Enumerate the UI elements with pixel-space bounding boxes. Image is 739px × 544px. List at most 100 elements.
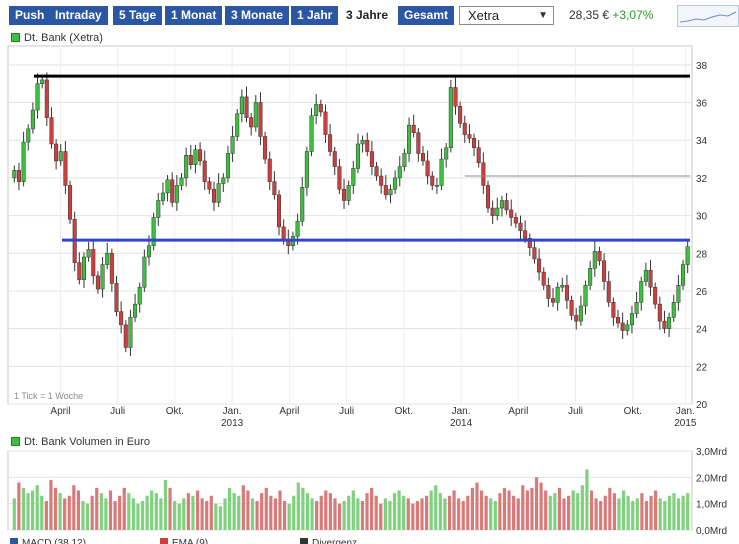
candle-body-up bbox=[634, 302, 639, 314]
candle bbox=[578, 295, 583, 326]
indicator-legend-label: MACD (38,12) bbox=[22, 538, 86, 544]
candle-body-down bbox=[337, 166, 342, 190]
candle bbox=[490, 200, 495, 225]
range-total-button[interactable]: Gesamt bbox=[398, 6, 455, 25]
exchange-select[interactable]: Xetra ▼ bbox=[459, 6, 554, 25]
volume-y-tick-label: 3,0Mrd bbox=[696, 447, 727, 458]
candle-body-up bbox=[179, 177, 184, 186]
candle bbox=[100, 257, 105, 298]
volume-bar bbox=[397, 490, 401, 530]
volume-bar bbox=[195, 490, 200, 530]
candle-body-up bbox=[667, 317, 672, 329]
volume-bar bbox=[154, 493, 158, 530]
candle bbox=[351, 160, 356, 194]
legend-swatch bbox=[11, 33, 20, 42]
candle-body-down bbox=[620, 322, 625, 331]
x-year-label: 2014 bbox=[450, 418, 473, 429]
candle bbox=[300, 176, 305, 226]
candle-body-down bbox=[467, 134, 472, 139]
candle bbox=[309, 108, 314, 157]
candle bbox=[467, 124, 472, 144]
volume-bar bbox=[255, 501, 259, 530]
volume-bar bbox=[667, 495, 671, 530]
candle-body-up bbox=[676, 285, 681, 303]
volume-bar bbox=[466, 495, 470, 530]
candle bbox=[30, 102, 35, 134]
volume-bar bbox=[182, 498, 186, 530]
candle bbox=[328, 124, 333, 157]
volume-bar bbox=[58, 493, 62, 530]
volume-bar bbox=[686, 493, 690, 530]
candle-body-down bbox=[481, 162, 486, 186]
candle-body-up bbox=[346, 185, 351, 201]
candle-body-down bbox=[546, 285, 551, 299]
volume-bar bbox=[672, 493, 676, 530]
x-tick-label: Okt. bbox=[166, 406, 184, 417]
candle bbox=[662, 310, 667, 334]
candle bbox=[346, 180, 351, 206]
price-y-tick-label: 30 bbox=[696, 212, 708, 223]
candle-body-down bbox=[170, 179, 175, 203]
candle-body-up bbox=[142, 256, 147, 288]
range-3-months-button[interactable]: 3 Monate bbox=[225, 6, 290, 25]
price-display: 28,35 € +3,07% bbox=[569, 8, 653, 22]
volume-bar bbox=[72, 485, 76, 530]
candle bbox=[369, 141, 374, 176]
x-tick-label: Jan. bbox=[676, 406, 695, 417]
range-3-years-button[interactable]: 3 Jahre bbox=[346, 8, 389, 22]
volume-bar bbox=[411, 503, 415, 530]
sparkline-thumbnail[interactable] bbox=[677, 5, 739, 27]
volume-bar bbox=[12, 498, 16, 530]
range-intraday-button[interactable]: Intraday bbox=[49, 6, 108, 25]
range-1-month-button[interactable]: 1 Monat bbox=[165, 6, 223, 25]
chevron-down-icon: ▼ bbox=[538, 10, 548, 21]
volume-y-tick-label: 2,0Mrd bbox=[696, 473, 727, 484]
candle bbox=[239, 89, 244, 123]
candle-body-down bbox=[188, 155, 193, 165]
candle bbox=[49, 107, 54, 149]
candle-body-down bbox=[416, 132, 421, 154]
range-push-button[interactable]: Push bbox=[9, 6, 51, 25]
volume-bar bbox=[544, 490, 548, 530]
candle-body-up bbox=[495, 207, 500, 216]
volume-bar bbox=[539, 482, 543, 530]
candle-body-up bbox=[360, 139, 365, 145]
volume-bar bbox=[654, 490, 658, 530]
volume-bar bbox=[658, 498, 662, 530]
x-tick-label: Okt. bbox=[395, 406, 413, 417]
candle bbox=[128, 309, 133, 356]
candle bbox=[444, 143, 449, 168]
candle bbox=[249, 112, 254, 136]
candle-body-down bbox=[411, 124, 416, 133]
indicator-swatch bbox=[300, 538, 308, 544]
range-5-days-button[interactable]: 5 Tage bbox=[113, 6, 163, 25]
volume-bar bbox=[150, 490, 154, 530]
volume-bar bbox=[269, 495, 273, 530]
candle bbox=[379, 168, 384, 194]
volume-bar bbox=[319, 495, 323, 530]
indicator-legend-label: Divergenz bbox=[312, 538, 357, 544]
candle bbox=[509, 199, 514, 226]
volume-bar bbox=[681, 495, 685, 530]
candle-body-down bbox=[258, 102, 263, 137]
price-plot-area bbox=[7, 45, 693, 405]
volume-bar bbox=[562, 498, 566, 530]
candle-body-up bbox=[407, 124, 412, 154]
candle bbox=[202, 150, 207, 191]
volume-bar bbox=[640, 493, 644, 530]
price-y-tick-label: 34 bbox=[696, 136, 708, 147]
volume-bar bbox=[603, 495, 607, 530]
x-tick-label: Okt. bbox=[624, 406, 642, 417]
range-1-year-button[interactable]: 1 Jahr bbox=[291, 6, 339, 25]
volume-bar bbox=[305, 493, 310, 530]
candle-body-down bbox=[198, 149, 203, 162]
volume-bar bbox=[113, 501, 117, 530]
candle bbox=[569, 295, 574, 321]
volume-bar bbox=[104, 498, 108, 530]
volume-bar bbox=[438, 493, 442, 530]
candle bbox=[198, 142, 203, 166]
candle-body-down bbox=[541, 271, 546, 286]
volume-bar bbox=[310, 498, 314, 530]
volume-bar bbox=[457, 498, 461, 530]
price-y-tick-label: 36 bbox=[696, 99, 708, 110]
